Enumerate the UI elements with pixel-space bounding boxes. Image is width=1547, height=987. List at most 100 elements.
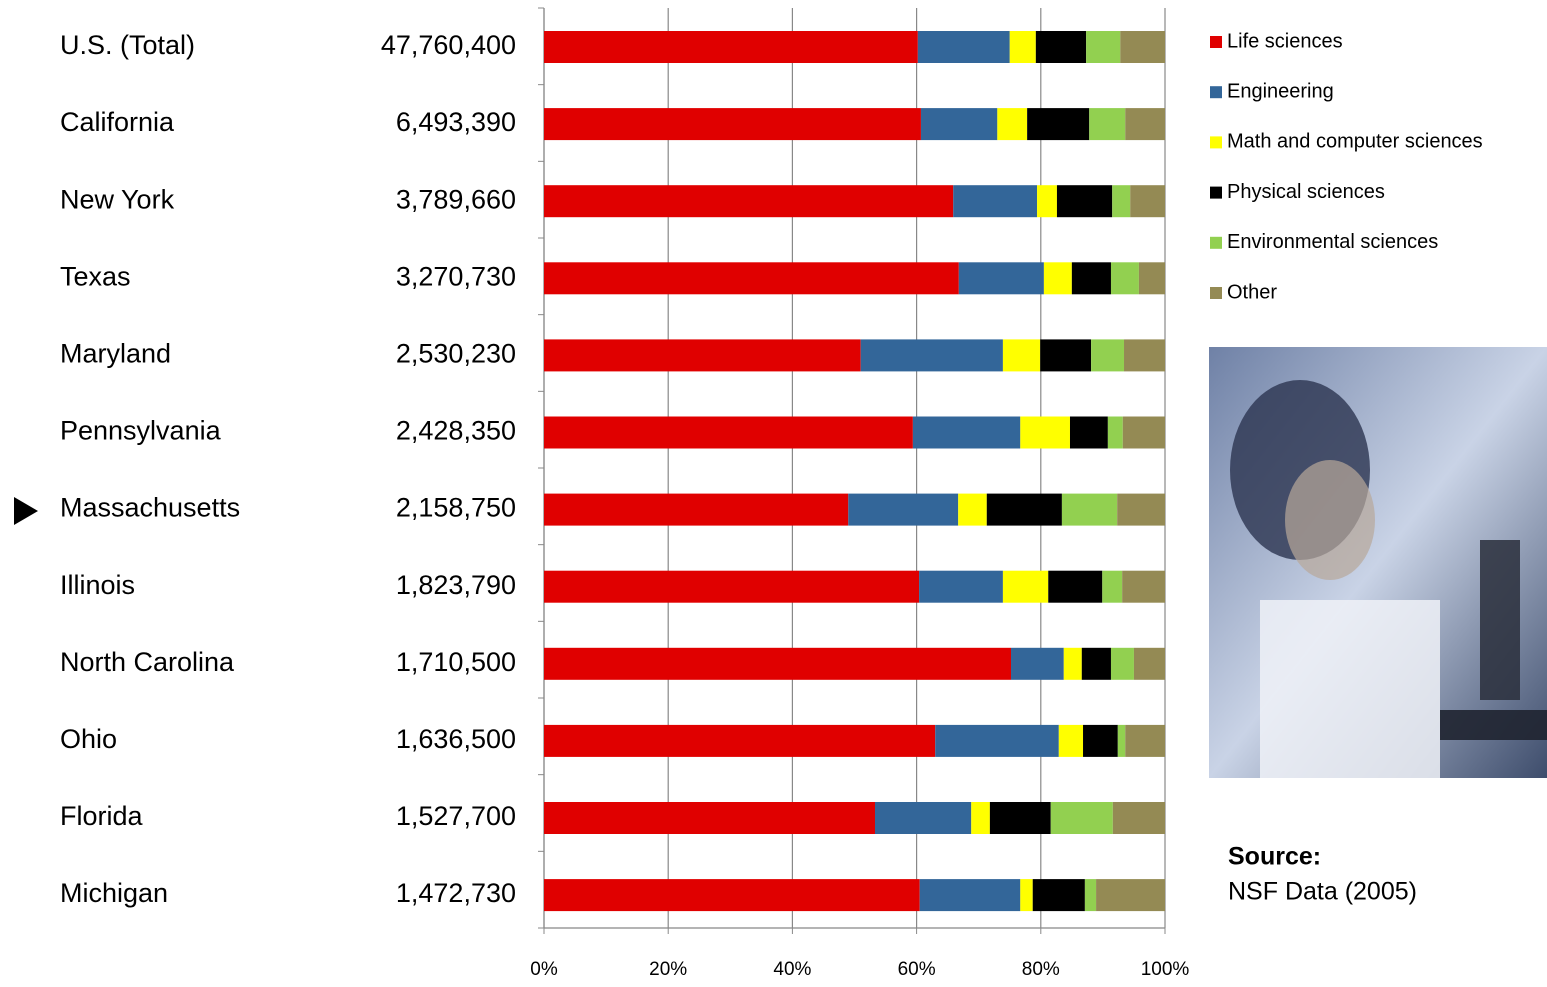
total-label: 3,270,730 xyxy=(396,261,516,291)
bar-segment xyxy=(1037,185,1057,218)
bar-segment xyxy=(1048,570,1103,603)
bar-segment xyxy=(919,879,1021,912)
category-label: California xyxy=(60,107,175,137)
bar-segment xyxy=(1122,416,1165,449)
x-tick-label: 20% xyxy=(649,959,687,980)
bar-segment xyxy=(1133,647,1165,680)
bar-segment xyxy=(1122,570,1165,603)
bar-segment xyxy=(544,879,920,912)
legend-label: Physical sciences xyxy=(1227,181,1385,203)
bar-segment xyxy=(1032,879,1085,912)
bar-segment xyxy=(1138,262,1165,295)
bar-segment xyxy=(1110,647,1134,680)
total-label: 6,493,390 xyxy=(396,107,516,137)
bar-segment xyxy=(544,339,861,372)
legend-swatch xyxy=(1210,186,1222,199)
total-label: 2,530,230 xyxy=(396,339,516,369)
bar-segment xyxy=(1009,31,1036,63)
legend-swatch xyxy=(1210,287,1222,299)
legend-label: Life sciences xyxy=(1227,30,1343,52)
source-label: Source: xyxy=(1228,843,1321,871)
legend-label: Math and computer sciences xyxy=(1227,131,1483,153)
bar-segment xyxy=(544,185,954,218)
bar-segment xyxy=(544,493,849,526)
bar-segment xyxy=(1112,802,1165,834)
bar-segment xyxy=(1020,416,1070,449)
category-label: Maryland xyxy=(60,339,171,369)
bar-segment xyxy=(1102,570,1123,603)
bar-segment xyxy=(1120,31,1165,63)
bar-segment xyxy=(1125,724,1165,757)
bar-segment xyxy=(1069,416,1108,449)
bar-segment xyxy=(971,802,990,834)
bar-segment xyxy=(1086,31,1121,63)
legend-label: Engineering xyxy=(1227,80,1334,102)
bar-segment xyxy=(912,416,1021,449)
x-tick-label: 0% xyxy=(530,959,558,980)
category-label: Ohio xyxy=(60,724,117,754)
highlight-marker xyxy=(14,497,38,525)
bar-segment xyxy=(1020,879,1033,912)
source: NSF Data (2005) xyxy=(1228,878,1417,906)
bar-segment xyxy=(1061,493,1118,526)
legend-swatch xyxy=(1210,136,1222,149)
bar-segment xyxy=(1035,31,1087,63)
total-label: 1,823,790 xyxy=(396,570,516,600)
category-label: Florida xyxy=(60,801,144,831)
bar-segment xyxy=(986,493,1062,526)
legend-label: Environmental sciences xyxy=(1227,231,1438,253)
bar-segment xyxy=(1112,185,1131,218)
category-label: U.S. (Total) xyxy=(60,30,195,60)
category-label: North Carolina xyxy=(60,647,235,677)
bar-segment xyxy=(1063,647,1082,680)
x-tick-label: 40% xyxy=(773,959,811,980)
legend-swatch xyxy=(1210,236,1222,249)
bar-segment xyxy=(860,339,1003,372)
total-label: 1,710,500 xyxy=(396,647,516,677)
bar-segment xyxy=(1050,802,1113,834)
bar-segment xyxy=(1071,262,1111,295)
bar-segment xyxy=(1089,108,1126,141)
total-label: 1,472,730 xyxy=(396,878,516,908)
bar-segment xyxy=(935,724,1059,757)
bar-segment xyxy=(874,802,972,834)
bar-segment xyxy=(1110,262,1139,295)
bar-segment xyxy=(544,724,936,757)
total-label: 47,760,400 xyxy=(381,30,516,60)
bar-segment xyxy=(1010,647,1064,680)
bar-segment xyxy=(1081,647,1111,680)
bar-segment xyxy=(1058,724,1084,757)
bar-segment xyxy=(958,493,987,526)
bar-segment xyxy=(1083,724,1118,757)
bar-segment xyxy=(544,416,913,449)
bar-segment xyxy=(919,570,1003,603)
category-label: Illinois xyxy=(60,570,135,600)
bar-segment xyxy=(917,31,1010,63)
legend-swatch xyxy=(1210,86,1222,99)
category-label: Massachusetts xyxy=(60,493,240,523)
bar-segment xyxy=(1124,339,1165,372)
category-label: Michigan xyxy=(60,878,168,908)
total-label: 3,789,660 xyxy=(396,184,516,214)
bar-segment xyxy=(958,262,1044,295)
total-label: 2,428,350 xyxy=(396,416,516,446)
bar-segment xyxy=(848,493,959,526)
bar-segment xyxy=(544,31,918,63)
bar-segment xyxy=(953,185,1038,218)
bar-segment xyxy=(544,262,959,295)
bar-segment xyxy=(1002,339,1041,372)
bar-segment xyxy=(1040,339,1092,372)
total-label: 2,158,750 xyxy=(396,493,516,523)
legend-swatch xyxy=(1210,36,1222,48)
bar-segment xyxy=(1117,493,1165,526)
bar-segment xyxy=(1091,339,1125,372)
bar-segment xyxy=(1125,108,1165,141)
x-tick-label: 60% xyxy=(898,959,936,980)
bar-segment xyxy=(544,570,920,603)
x-tick-label: 100% xyxy=(1141,959,1190,980)
total-label: 1,636,500 xyxy=(396,724,516,754)
total-label: 1,527,700 xyxy=(396,801,516,831)
bar-segment xyxy=(1043,262,1072,295)
